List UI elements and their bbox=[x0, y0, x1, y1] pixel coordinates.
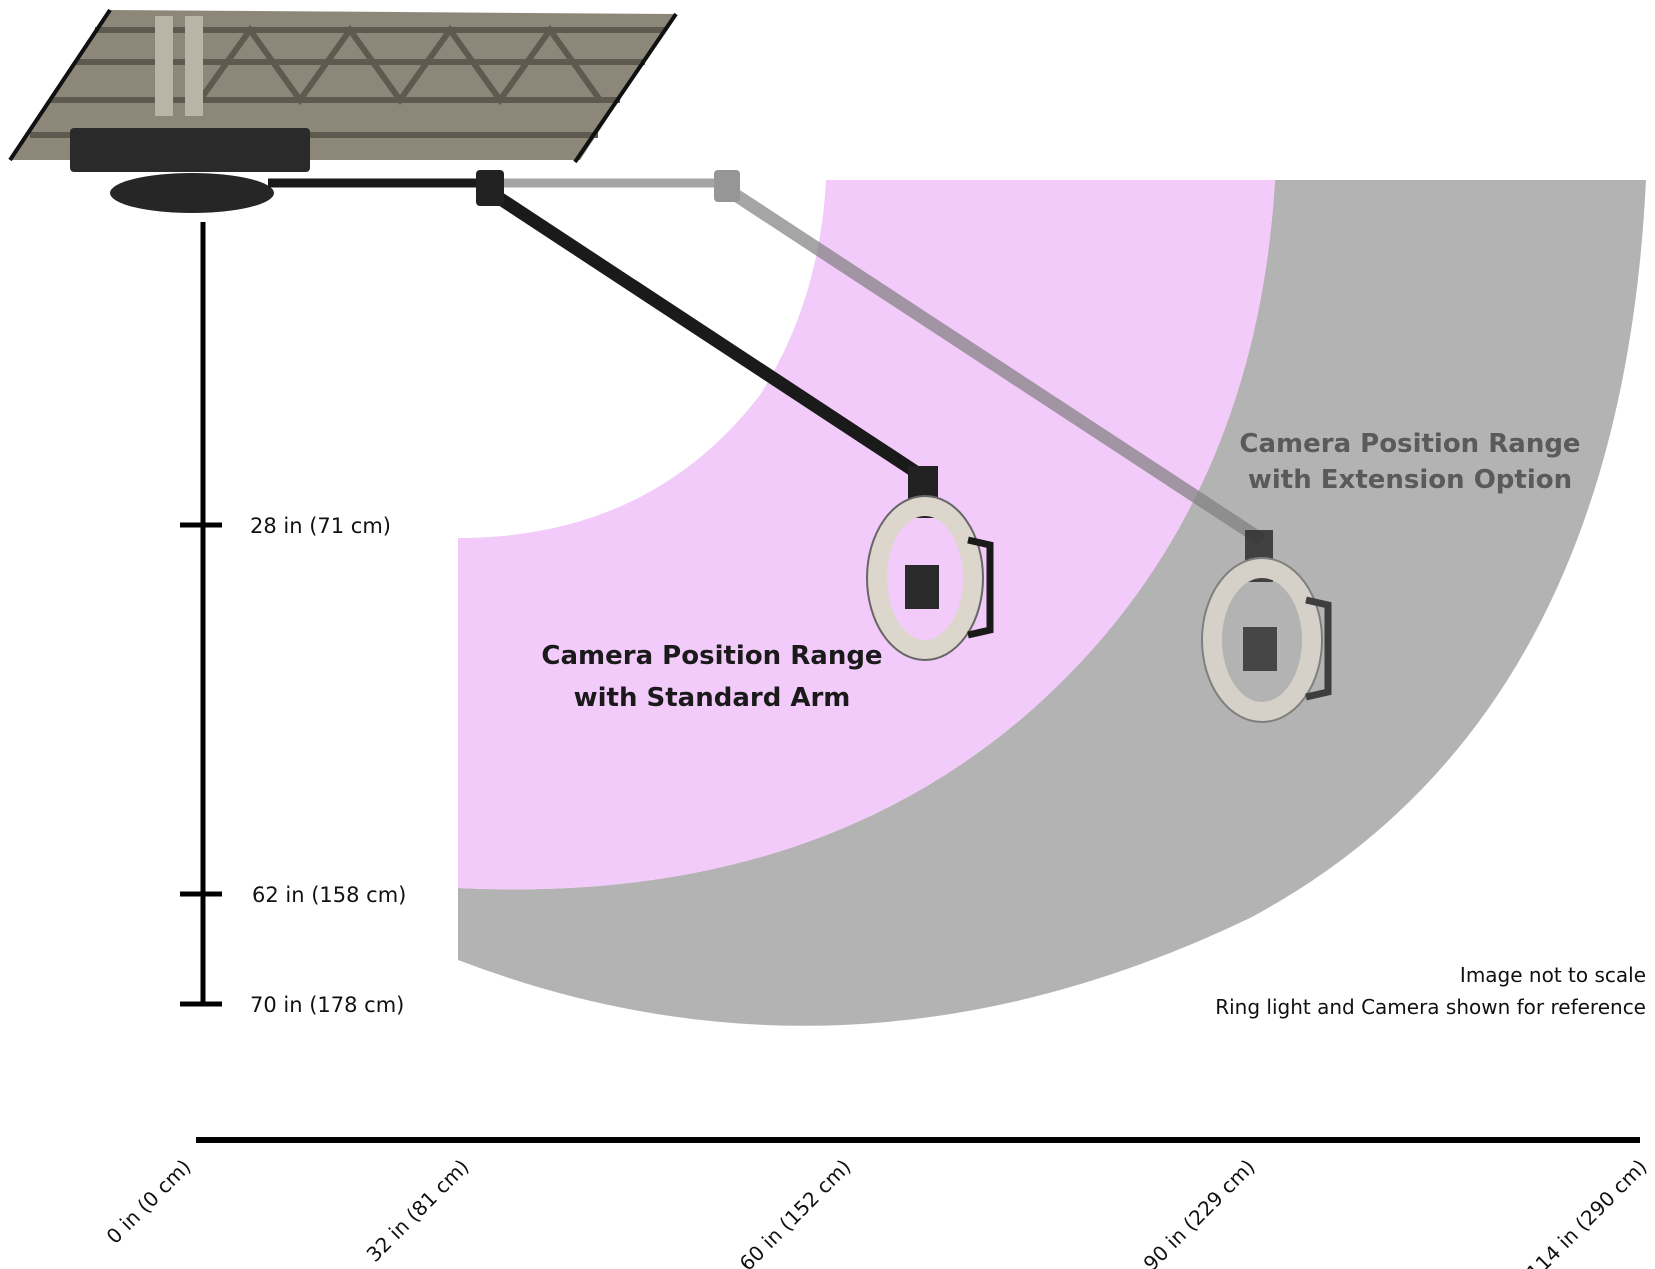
svg-text:with Standard Arm: with Standard Arm bbox=[574, 683, 851, 713]
ring-light-camera-icon bbox=[866, 466, 994, 661]
vertical-tick-label: 28 in (71 cm) bbox=[250, 514, 391, 538]
horizontal-tick-label: 0 in (0 cm) bbox=[102, 1155, 196, 1249]
svg-text:Image not to scale: Image not to scale bbox=[1460, 963, 1646, 987]
ring-light-camera-icon bbox=[1201, 530, 1332, 723]
extension-arm bbox=[490, 170, 1266, 546]
standard-range-label: Camera Position Range with Standard Arm bbox=[541, 641, 882, 713]
mount-icon bbox=[70, 128, 490, 213]
truss-icon bbox=[8, 8, 678, 164]
vertical-tick-label: 70 in (178 cm) bbox=[250, 993, 404, 1017]
horizontal-tick-label: 60 in (152 cm) bbox=[735, 1155, 856, 1269]
standard-arm bbox=[476, 170, 929, 484]
standard-range-area bbox=[458, 180, 1275, 890]
scale-note: Image not to scale Ring light and Camera… bbox=[1215, 963, 1646, 1019]
svg-text:Camera Position Range: Camera Position Range bbox=[541, 641, 882, 671]
arm-joint-icon bbox=[476, 170, 504, 206]
vertical-axis: 28 in (71 cm) 62 in (158 cm) 70 in (178 … bbox=[180, 222, 406, 1017]
extension-range-area bbox=[458, 180, 1646, 1026]
horizontal-tick-label: 90 in (229 cm) bbox=[1139, 1155, 1260, 1269]
svg-text:with Extension Option: with Extension Option bbox=[1248, 465, 1572, 495]
arm-joint-icon bbox=[714, 170, 740, 202]
vertical-tick-label: 62 in (158 cm) bbox=[252, 883, 406, 907]
extension-range-label: Camera Position Range with Extension Opt… bbox=[1239, 429, 1580, 495]
horizontal-tick-label: 32 in (81 cm) bbox=[362, 1155, 474, 1267]
svg-text:Ring light and Camera shown fo: Ring light and Camera shown for referenc… bbox=[1215, 995, 1646, 1019]
horizontal-tick-label: 114 in (290 cm) bbox=[1522, 1155, 1652, 1269]
svg-text:Camera Position Range: Camera Position Range bbox=[1239, 429, 1580, 459]
horizontal-axis: 0 in (0 cm) 32 in (81 cm) 60 in (152 cm)… bbox=[102, 1137, 1652, 1269]
